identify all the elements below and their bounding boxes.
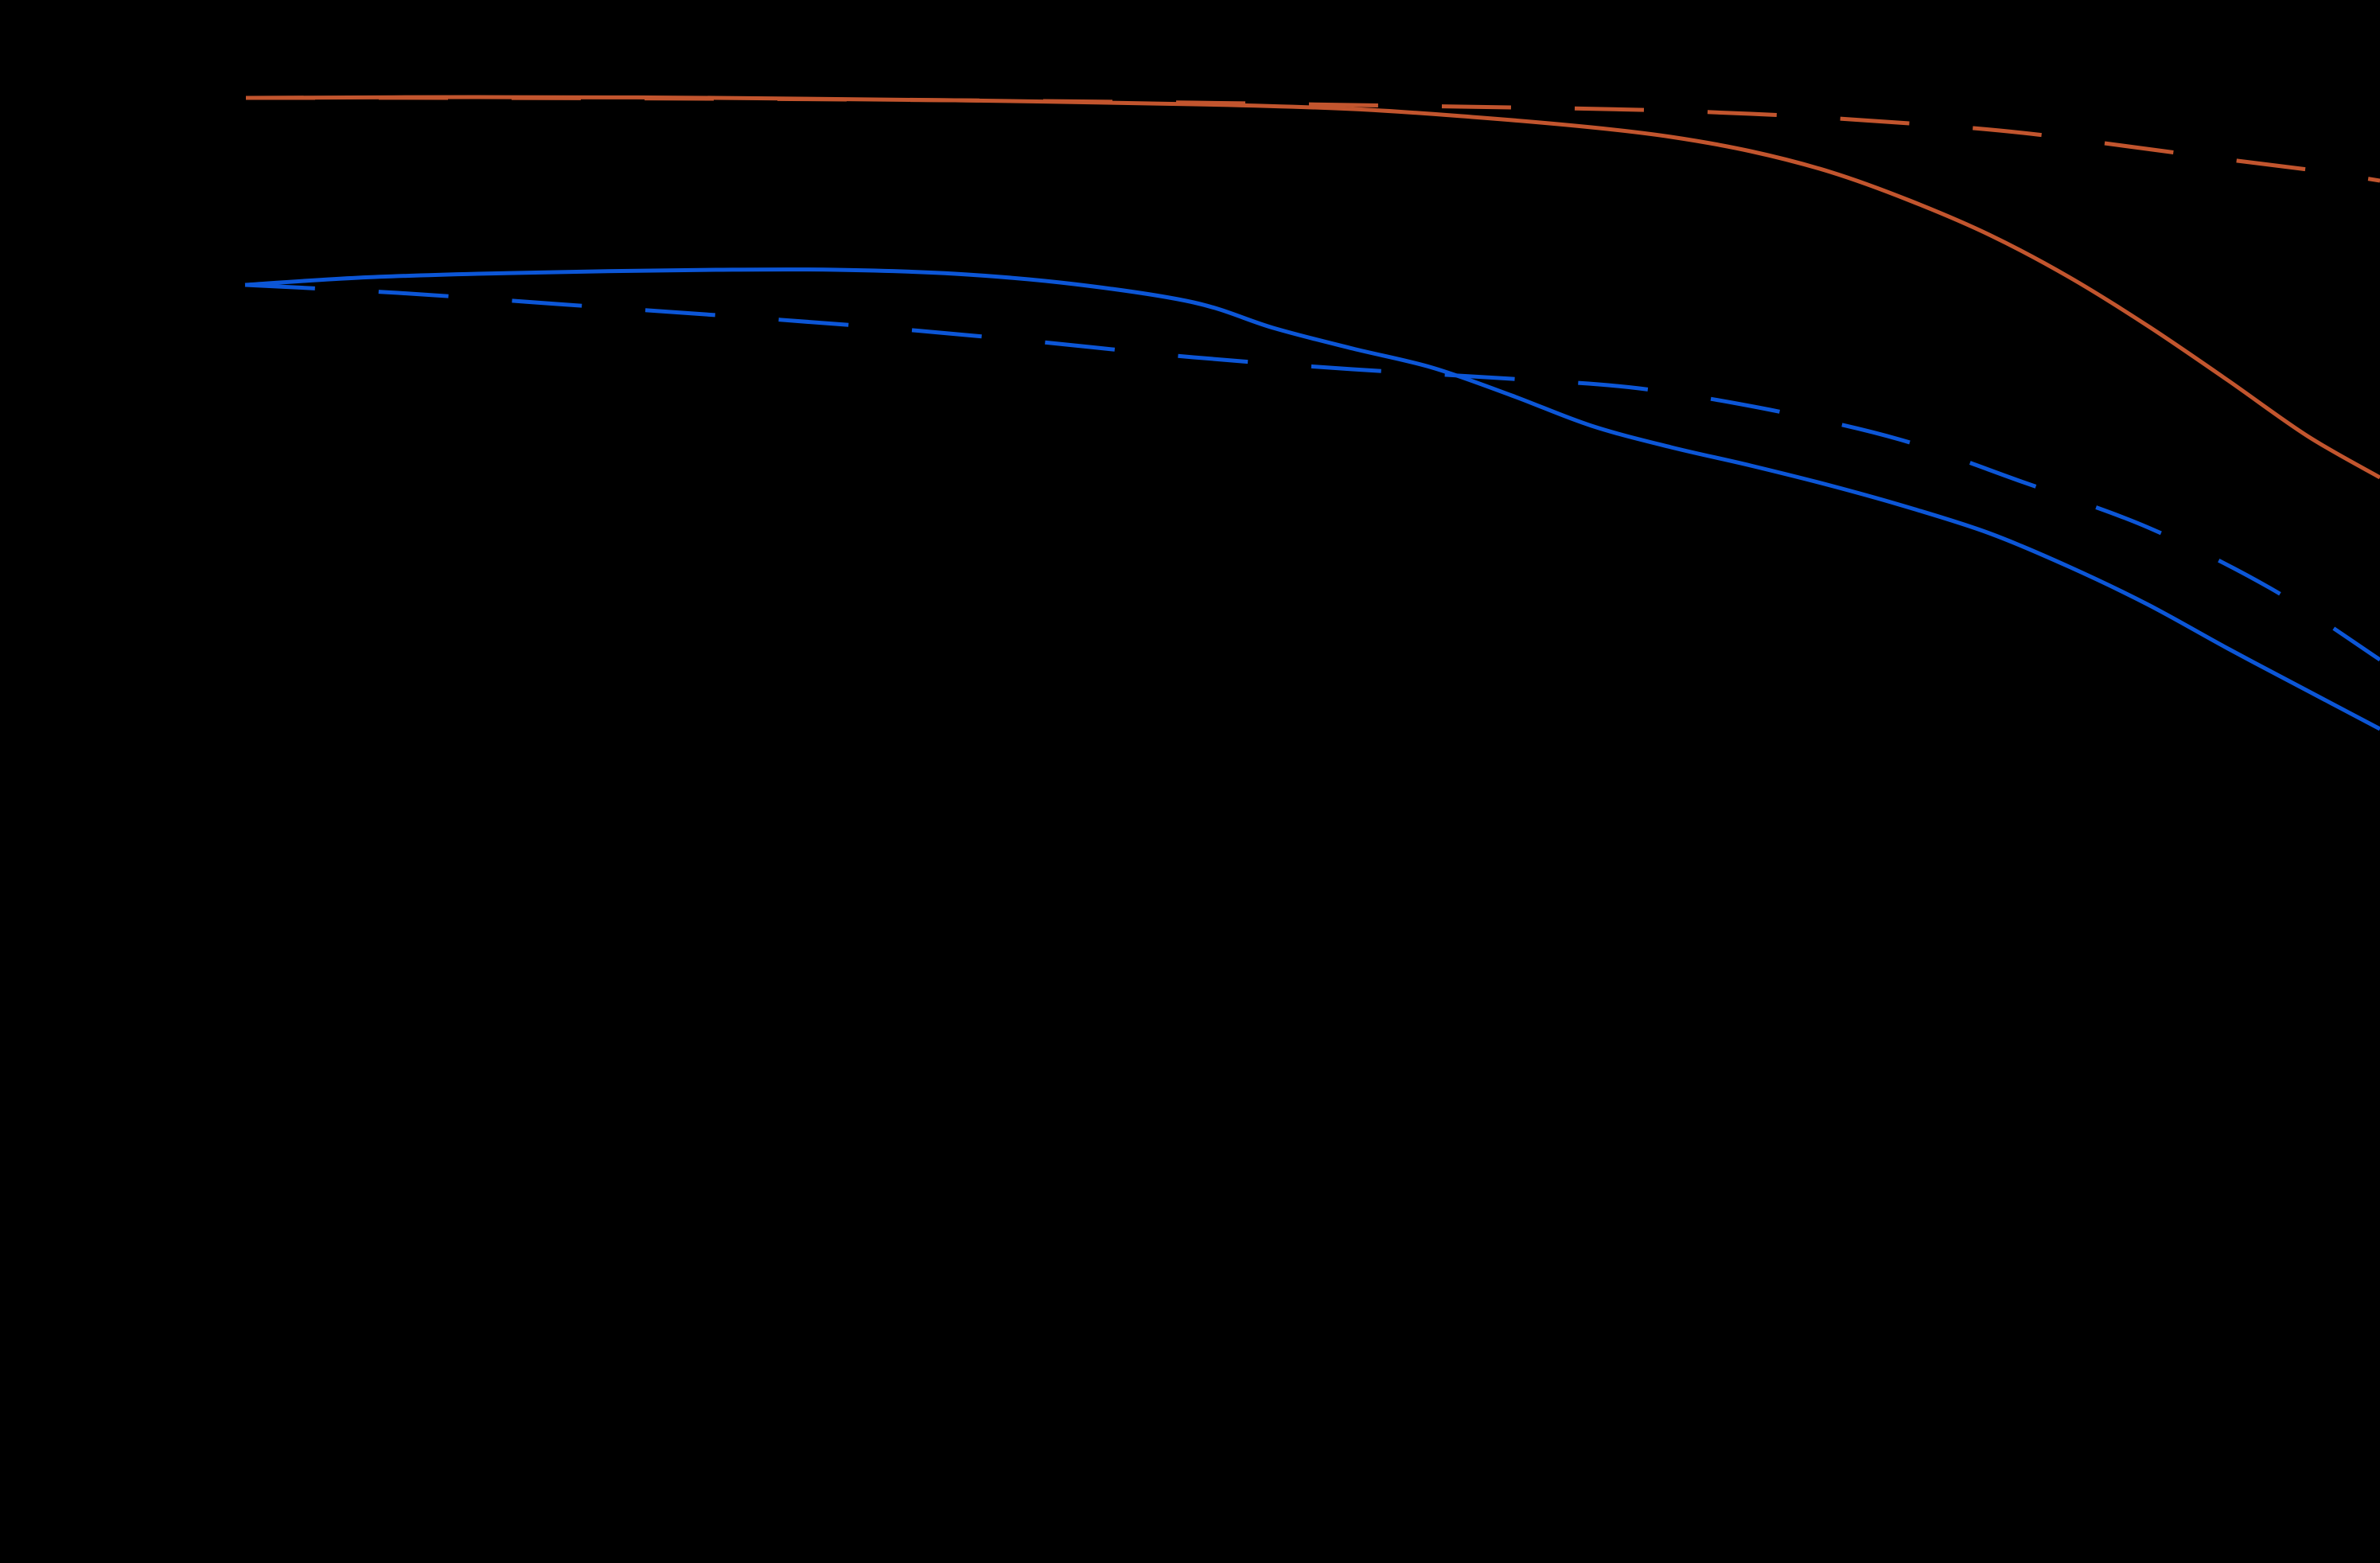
orange-solid-line (245, 95, 2380, 480)
orange-dashed-line (245, 95, 2380, 183)
blue-solid-line (244, 267, 2380, 731)
blue-dashed-line (244, 283, 2380, 662)
